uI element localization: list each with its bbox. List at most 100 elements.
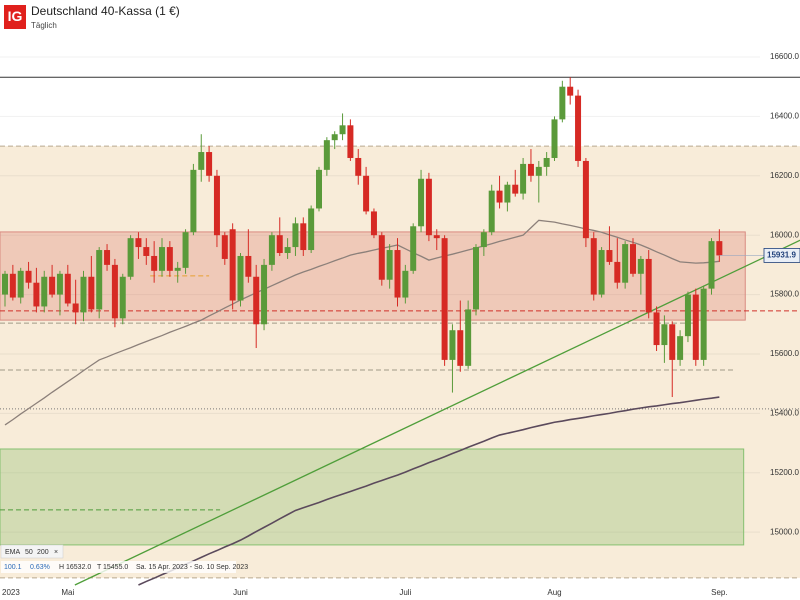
candle-body (80, 276, 87, 313)
candle-body (56, 273, 63, 295)
candle-body (677, 336, 684, 360)
candle-body (300, 223, 307, 251)
y-tick-label: 15600.0 (770, 349, 799, 358)
candle-body (261, 264, 268, 325)
candle-body (72, 303, 79, 313)
candle-body (25, 270, 32, 283)
candle-body (527, 163, 534, 176)
candle-body (590, 238, 597, 295)
candle-body (473, 247, 479, 310)
candle-body (402, 270, 409, 298)
candle-body (182, 232, 189, 268)
candle-body (174, 267, 181, 271)
y-tick-label: 15200.0 (770, 468, 799, 477)
candle-body (268, 235, 275, 265)
candle-body (700, 288, 707, 360)
candle-body (206, 152, 213, 176)
x-tick-label: Sep. (711, 588, 727, 597)
candle-body (253, 276, 260, 325)
candle-body (559, 86, 566, 120)
logo: IG (8, 8, 23, 24)
candle-body (457, 330, 464, 366)
candle-body (433, 235, 440, 239)
candle-body (49, 276, 56, 295)
candle-body (598, 250, 605, 295)
info-box (1, 561, 236, 573)
candle-body (425, 178, 432, 236)
candle-body (535, 166, 542, 176)
candle-body (669, 324, 676, 360)
candle-body (386, 250, 393, 280)
ema-line (4, 219, 720, 426)
indicator-box[interactable] (0, 544, 64, 559)
candle-body (480, 232, 487, 248)
last-price-label: 15931.9 (767, 251, 796, 260)
candle-body (2, 273, 8, 295)
candle-body (119, 276, 126, 319)
candle-body (575, 95, 582, 161)
candle-body (284, 247, 291, 254)
candle-body (111, 264, 118, 319)
date-range: Sa. 15 Apr. 2023 - So. 10 Sep. 2023 (136, 564, 248, 571)
candle-body (64, 273, 71, 304)
candle-body (645, 258, 652, 313)
candle-body (347, 125, 354, 158)
candle-body (504, 184, 511, 203)
y-tick-label: 15800.0 (770, 290, 799, 299)
overlay: IG Deutschland 40-Kassa (1 €) Täglich EM… (0, 4, 248, 573)
candle-body (716, 241, 723, 256)
candle-body (692, 294, 699, 360)
high-prefix: H (59, 564, 64, 571)
candle-body (135, 238, 142, 248)
candle-body (96, 250, 103, 310)
candle-body (684, 294, 691, 337)
candle-body (9, 273, 16, 298)
candle-body (606, 250, 613, 262)
candle-body (582, 160, 589, 239)
candle-body (465, 309, 472, 366)
change: 100.1 (4, 564, 22, 571)
candle-body (151, 255, 158, 271)
candle-body (378, 235, 385, 280)
x-tick-label: Juli (399, 588, 411, 597)
candle-body (323, 140, 330, 170)
zone (0, 448, 745, 546)
chart-subtitle: Täglich (31, 21, 57, 30)
candle-body (143, 247, 150, 256)
candle-body (543, 157, 550, 167)
candle-body (355, 157, 362, 176)
candle-body (229, 229, 236, 301)
candle-body (33, 282, 40, 307)
candle-body (245, 255, 252, 277)
low-prefix: T (97, 564, 102, 571)
candle-body (339, 125, 346, 135)
candle-body (551, 119, 558, 158)
candle-body (418, 178, 425, 227)
high-value: 16532.0 (66, 564, 91, 571)
candle-body (41, 276, 48, 307)
x-tick-label: 2023 (2, 588, 20, 597)
indicator-label: EMA (5, 549, 21, 556)
candle-body (159, 247, 165, 271)
candle-body (213, 175, 220, 236)
candle-body (127, 238, 134, 277)
candle-body (198, 152, 205, 170)
change-percent: 0.63% (30, 564, 50, 571)
candle-body (104, 250, 111, 265)
low-value: 15455.0 (103, 564, 128, 571)
zone (0, 146, 800, 578)
candle-body (614, 261, 621, 283)
indicator-period: 50 (25, 549, 33, 556)
candle-body (363, 175, 370, 212)
candle-body (166, 247, 173, 271)
candle-body (512, 184, 519, 194)
candle-body (488, 190, 495, 233)
y-tick-label: 16600.0 (770, 52, 799, 61)
x-tick-label: Juni (233, 588, 248, 597)
close-icon[interactable]: × (54, 549, 58, 556)
ema-line (138, 396, 720, 586)
candle-body (449, 330, 456, 360)
chart-title: Deutschland 40-Kassa (1 €) (31, 4, 180, 18)
candle-body (394, 250, 401, 298)
